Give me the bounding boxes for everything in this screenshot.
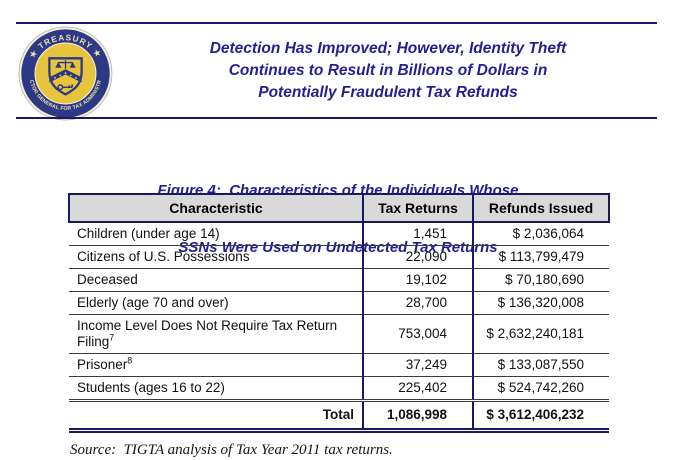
- row-characteristic: Prisoner8: [69, 353, 363, 377]
- header-bottom-rule: [16, 117, 657, 119]
- table-row: Income Level Does Not Require Tax Return…: [69, 314, 609, 354]
- table-row: Students (ages 16 to 22) 225,402 $ 524,7…: [69, 376, 609, 402]
- total-refunds-issued: $ 3,612,406,232: [472, 400, 609, 433]
- seal-key-icon: [57, 84, 73, 91]
- row-characteristic: Elderly (age 70 and over): [69, 291, 363, 315]
- row-characteristic: Citizens of U.S. Possessions: [69, 245, 363, 269]
- total-label: Total: [69, 400, 363, 433]
- column-header-characteristic: Characteristic: [68, 193, 363, 223]
- footnote-ref-7: 7: [109, 332, 115, 343]
- source-note: Source: TIGTA analysis of Tax Year 2011 …: [70, 442, 393, 458]
- header-top-rule: [16, 22, 657, 24]
- row-characteristic: Children (under age 14): [69, 222, 363, 246]
- total-tax-returns: 1,086,998: [362, 400, 473, 433]
- row-characteristic: Income Level Does Not Require Tax Return…: [69, 314, 363, 354]
- table-row: Children (under age 14) 1,451 $ 2,036,06…: [69, 222, 609, 246]
- row-refunds-issued: $ 70,180,690: [472, 268, 609, 292]
- row-tax-returns: 225,402: [362, 376, 473, 402]
- report-title-line-1: Detection Has Improved; However, Identit…: [209, 40, 567, 57]
- row-tax-returns: 37,249: [362, 353, 473, 377]
- column-header-refunds-issued: Refunds Issued: [472, 193, 610, 223]
- column-header-tax-returns: Tax Returns: [362, 193, 473, 223]
- row-refunds-issued: $ 136,320,008: [472, 291, 609, 315]
- footnote-ref-8: 8: [127, 355, 133, 366]
- report-title-line-3: Potentially Fraudulent Tax Refunds: [258, 84, 518, 101]
- row-characteristic: Students (ages 16 to 22): [69, 376, 363, 402]
- seal-shield-icon: [48, 57, 83, 96]
- table-row: Deceased 19,102 $ 70,180,690: [69, 268, 609, 292]
- row-characteristic-text: Prisoner: [77, 357, 128, 372]
- row-tax-returns: 753,004: [362, 314, 473, 354]
- treasury-inspector-general-seal-icon: ★ TREASURY ★ INSPECTOR GENERAL FOR TAX A…: [18, 26, 113, 121]
- table-header-row: Characteristic Tax Returns Refunds Issue…: [68, 193, 610, 223]
- row-characteristic-text: Income Level Does Not Require Tax Return…: [77, 318, 338, 349]
- table-row: Elderly (age 70 and over) 28,700 $ 136,3…: [69, 291, 609, 315]
- table-total-row: Total 1,086,998 $ 3,612,406,232: [69, 400, 609, 433]
- table-row: Citizens of U.S. Possessions 22,090 $ 11…: [69, 245, 609, 269]
- row-refunds-issued: $ 2,632,240,181: [472, 314, 609, 354]
- row-refunds-issued: $ 133,087,550: [472, 353, 609, 377]
- report-title: Detection Has Improved; However, Identit…: [128, 38, 648, 104]
- report-title-line-2: Continues to Result in Billions of Dolla…: [228, 62, 548, 79]
- row-tax-returns: 28,700: [362, 291, 473, 315]
- row-tax-returns: 19,102: [362, 268, 473, 292]
- figure-4-table: Characteristic Tax Returns Refunds Issue…: [68, 193, 610, 433]
- row-refunds-issued: $ 2,036,064: [472, 222, 609, 246]
- row-tax-returns: 22,090: [362, 245, 473, 269]
- table-row: Prisoner8 37,249 $ 133,087,550: [69, 353, 609, 377]
- row-characteristic: Deceased: [69, 268, 363, 292]
- row-refunds-issued: $ 524,742,260: [472, 376, 609, 402]
- row-refunds-issued: $ 113,799,479: [472, 245, 609, 269]
- row-tax-returns: 1,451: [362, 222, 473, 246]
